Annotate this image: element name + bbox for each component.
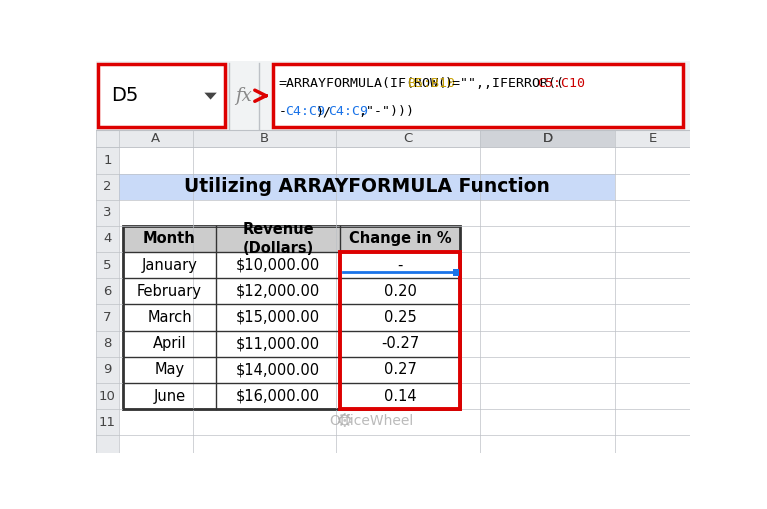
Text: 0.27: 0.27 — [384, 362, 416, 377]
Text: $10,000.00: $10,000.00 — [236, 258, 320, 273]
Text: 0.20: 0.20 — [384, 284, 416, 299]
Text: B5:B10: B5:B10 — [408, 77, 456, 91]
Text: )="",,IFERROR((: )="",,IFERROR(( — [445, 77, 565, 91]
Bar — [123, 226, 460, 409]
Text: March: March — [147, 310, 192, 325]
Text: C5:C10: C5:C10 — [537, 77, 585, 91]
Bar — [123, 226, 216, 252]
Bar — [119, 174, 615, 200]
Text: C: C — [403, 132, 413, 146]
Text: May: May — [154, 362, 185, 377]
Text: $14,000.00: $14,000.00 — [236, 362, 320, 377]
Text: D: D — [542, 132, 552, 146]
Text: 5: 5 — [104, 259, 112, 272]
Bar — [216, 226, 340, 252]
Text: D5: D5 — [111, 86, 139, 105]
Bar — [340, 252, 460, 409]
Bar — [272, 64, 683, 127]
Text: D: D — [542, 132, 552, 146]
Text: April: April — [153, 336, 186, 351]
Bar — [96, 61, 690, 130]
Text: Month: Month — [143, 232, 196, 246]
Bar — [453, 269, 459, 276]
Text: 6: 6 — [104, 285, 112, 298]
Text: 2: 2 — [104, 180, 112, 193]
Text: 11: 11 — [99, 416, 116, 429]
Text: $16,000.00: $16,000.00 — [236, 388, 320, 404]
Text: February: February — [137, 284, 202, 299]
Text: 3: 3 — [104, 206, 112, 219]
Text: $11,000.00: $11,000.00 — [236, 336, 320, 351]
Text: E: E — [649, 132, 657, 146]
Text: -0.27: -0.27 — [381, 336, 420, 351]
Bar — [340, 226, 460, 252]
Text: Revenue
(Dollars): Revenue (Dollars) — [242, 222, 314, 256]
Text: ⚙: ⚙ — [335, 412, 353, 431]
Text: $12,000.00: $12,000.00 — [236, 284, 320, 299]
Bar — [98, 64, 225, 127]
Text: 9: 9 — [104, 363, 112, 376]
Text: 4: 4 — [104, 233, 112, 245]
Text: B: B — [260, 132, 269, 146]
Text: 8: 8 — [104, 337, 112, 350]
Bar — [479, 130, 615, 147]
Text: Utilizing ARRAYFORMULA Function: Utilizing ARRAYFORMULA Function — [184, 177, 550, 196]
Text: OfficeWheel: OfficeWheel — [329, 414, 413, 429]
Text: =ARRAYFORMULA(IF(ROW(: =ARRAYFORMULA(IF(ROW( — [278, 77, 446, 91]
Bar — [96, 130, 690, 147]
Text: 7: 7 — [104, 311, 112, 324]
Text: )/: )/ — [316, 105, 331, 118]
Text: fx: fx — [235, 87, 252, 105]
Text: Change in %: Change in % — [349, 232, 451, 246]
Text: -: - — [278, 105, 287, 118]
Text: 0.14: 0.14 — [384, 388, 416, 404]
Bar — [96, 130, 690, 453]
Text: 0.25: 0.25 — [384, 310, 416, 325]
Text: 10: 10 — [99, 389, 116, 403]
Text: January: January — [142, 258, 197, 273]
Polygon shape — [204, 93, 217, 100]
Text: -: - — [397, 258, 403, 273]
Text: C4:C9: C4:C9 — [328, 105, 368, 118]
Text: $15,000.00: $15,000.00 — [236, 310, 320, 325]
Text: 1: 1 — [104, 154, 112, 167]
Text: ,"-"))): ,"-"))) — [359, 105, 415, 118]
Bar — [96, 130, 119, 453]
Text: A: A — [151, 132, 160, 146]
Text: June: June — [153, 388, 186, 404]
Text: C4:C9: C4:C9 — [285, 105, 325, 118]
